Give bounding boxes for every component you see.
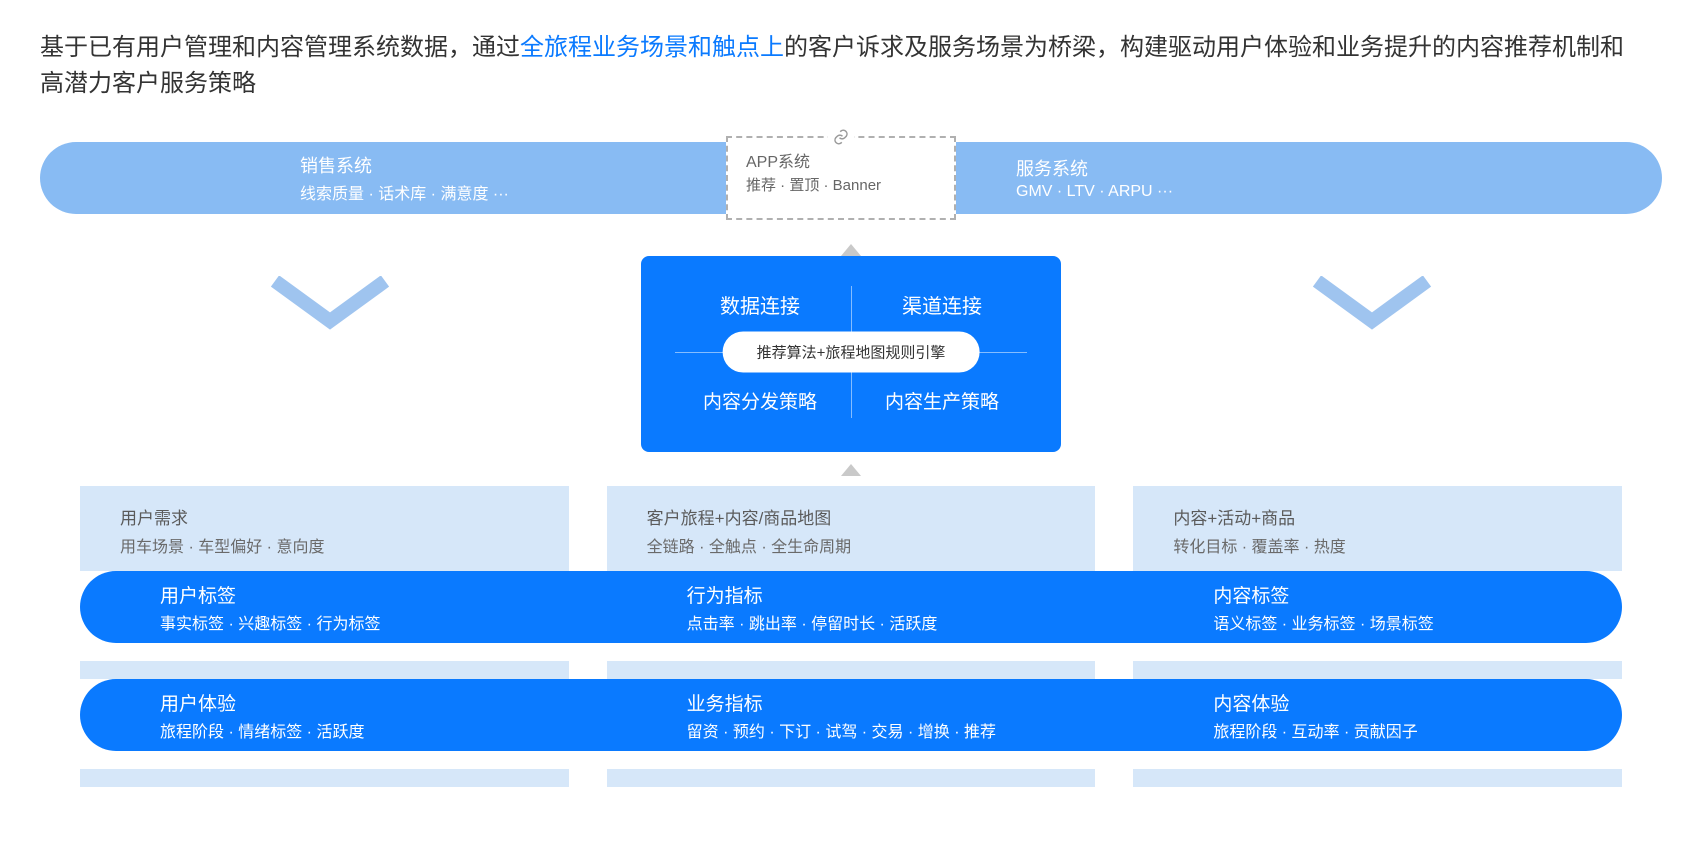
bar-title: 行为指标 [687, 581, 1036, 608]
col-pad [607, 769, 1096, 787]
chevron-down-icon [270, 276, 390, 336]
link-icon [828, 128, 854, 146]
bar-title: 内容体验 [1213, 689, 1562, 716]
engine-center-pill: 推荐算法+旅程地图规则引擎 [723, 332, 980, 373]
col-journey-map: 客户旅程+内容/商品地图 全链路 · 全触点 · 全生命周期 [607, 486, 1096, 571]
bar-sub: 语义标签 · 业务标签 · 场景标签 [1213, 610, 1562, 634]
column-bottom-row [80, 769, 1622, 787]
col-sub: 转化目标 · 覆盖率 · 热度 [1173, 533, 1582, 557]
architecture-diagram: 销售系统 线索质量 · 话术库 · 满意度 ··· APP系统 推荐 · 置顶 … [40, 142, 1662, 787]
bar-sub: 旅程阶段 · 互动率 · 贡献因子 [1213, 718, 1562, 742]
service-system-sub: GMV · LTV · ARPU ··· [1016, 183, 1402, 201]
col-sub: 用车场景 · 车型偏好 · 意向度 [120, 533, 529, 557]
bar-user-experience: 用户体验 旅程阶段 · 情绪标签 · 活跃度 [80, 679, 569, 752]
col-user-needs: 用户需求 用车场景 · 车型偏好 · 意向度 [80, 486, 569, 571]
service-system-title: 服务系统 [1016, 155, 1402, 181]
col-pad [80, 769, 569, 787]
bar-user-tags: 用户标签 事实标签 · 兴趣标签 · 行为标签 [80, 571, 569, 644]
col-pad [1133, 661, 1622, 679]
col-content-goods: 内容+活动+商品 转化目标 · 覆盖率 · 热度 [1133, 486, 1622, 571]
service-system-block: 服务系统 GMV · LTV · ARPU ··· [956, 142, 1662, 214]
col-pad [80, 661, 569, 679]
chevron-down-icon [1312, 276, 1432, 336]
col-title: 客户旅程+内容/商品地图 [647, 504, 1056, 529]
col-pad [1133, 769, 1622, 787]
bar-content-experience: 内容体验 旅程阶段 · 互动率 · 贡献因子 [1133, 679, 1622, 752]
heading-highlight: 全旅程业务场景和触点上 [520, 34, 784, 61]
app-system-block: APP系统 推荐 · 置顶 · Banner [726, 136, 956, 220]
app-system-sub: 推荐 · 置顶 · Banner [746, 174, 936, 195]
engine-box: 数据连接 渠道连接 内容分发策略 内容生产策略 推荐算法+旅程地图规则引擎 [641, 256, 1061, 452]
app-system-title: APP系统 [746, 148, 936, 172]
heading-pre: 基于已有用户管理和内容管理系统数据，通过 [40, 34, 520, 61]
bar-sub: 留资 · 预约 · 下订 · 试驾 · 交易 · 增换 · 推荐 [687, 718, 1036, 742]
bar-business-metrics: 业务指标 留资 · 预约 · 下订 · 试驾 · 交易 · 增换 · 推荐 [607, 679, 1096, 752]
sales-system-block: 销售系统 线索质量 · 话术库 · 满意度 ··· [40, 142, 726, 214]
bar-title: 用户标签 [160, 581, 509, 608]
col-pad [607, 661, 1096, 679]
col-title: 用户需求 [120, 504, 529, 529]
column-gap-row [80, 661, 1622, 679]
bar-sub: 旅程阶段 · 情绪标签 · 活跃度 [160, 718, 509, 742]
sales-system-sub: 线索质量 · 话术库 · 满意度 ··· [300, 180, 686, 204]
bar-row-tags: 用户标签 事实标签 · 兴趣标签 · 行为标签 行为指标 点击率 · 跳出率 ·… [80, 571, 1622, 643]
bar-title: 业务指标 [687, 689, 1036, 716]
caret-up-icon [841, 464, 861, 476]
bar-sub: 点击率 · 跳出率 · 停留时长 · 活跃度 [687, 610, 1036, 634]
sales-system-title: 销售系统 [300, 152, 686, 178]
col-title: 内容+活动+商品 [1173, 504, 1582, 529]
bar-row-experience: 用户体验 旅程阶段 · 情绪标签 · 活跃度 业务指标 留资 · 预约 · 下订… [80, 679, 1622, 751]
bar-title: 用户体验 [160, 689, 509, 716]
bar-sub: 事实标签 · 兴趣标签 · 行为标签 [160, 610, 509, 634]
bar-title: 内容标签 [1213, 581, 1562, 608]
col-sub: 全链路 · 全触点 · 全生命周期 [647, 533, 1056, 557]
caret-up-icon [841, 244, 861, 256]
column-headers-row: 用户需求 用车场景 · 车型偏好 · 意向度 客户旅程+内容/商品地图 全链路 … [80, 486, 1622, 571]
bar-content-tags: 内容标签 语义标签 · 业务标签 · 场景标签 [1133, 571, 1622, 644]
top-systems-pill: 销售系统 线索质量 · 话术库 · 满意度 ··· APP系统 推荐 · 置顶 … [40, 142, 1662, 214]
page-heading: 基于已有用户管理和内容管理系统数据，通过全旅程业务场景和触点上的客户诉求及服务场… [40, 30, 1640, 102]
bar-behavior-metrics: 行为指标 点击率 · 跳出率 · 停留时长 · 活跃度 [607, 571, 1096, 644]
